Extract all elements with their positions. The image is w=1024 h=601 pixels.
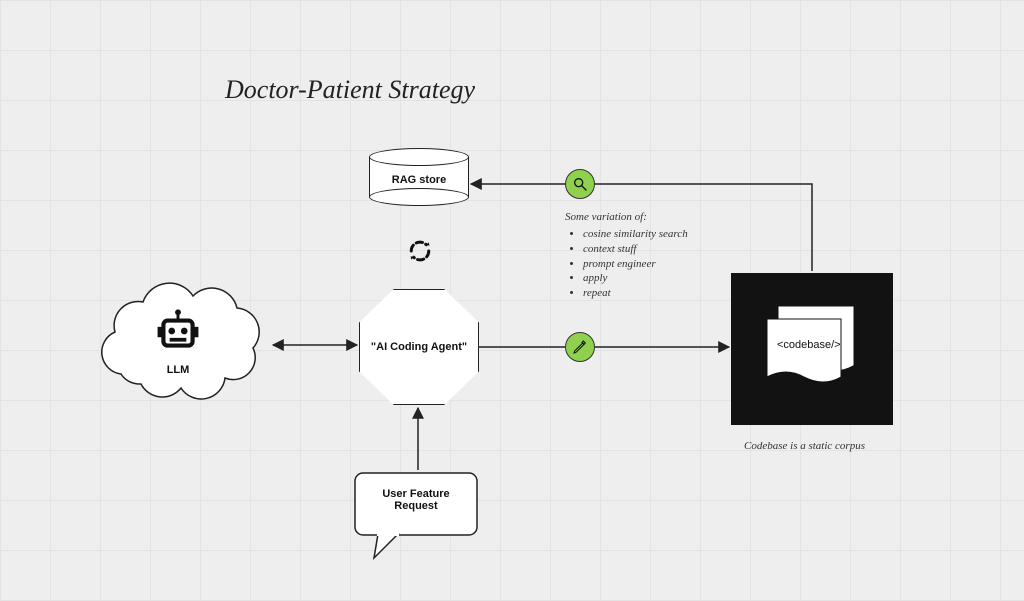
node-rag: RAG store (369, 148, 469, 206)
magnifier-icon (572, 176, 588, 192)
annotation-header: Some variation of: (565, 210, 688, 225)
pencil-icon (572, 339, 588, 355)
annotation-item: cosine similarity search (583, 227, 688, 242)
node-user-request: User Feature Request (354, 472, 478, 562)
rag-label: RAG store (369, 174, 469, 186)
codebase-caption: Codebase is a static corpus (744, 440, 865, 452)
annotation-item: repeat (583, 286, 688, 301)
node-agent: "AI Coding Agent" (359, 289, 479, 405)
cycle-icon (405, 236, 435, 266)
annotation-item: prompt engineer (583, 257, 688, 272)
edit-badge (565, 332, 595, 362)
node-codebase: <codebase/> (731, 273, 893, 425)
annotation-block: Some variation of: cosine similarity sea… (565, 210, 688, 301)
diagram-title: Doctor-Patient Strategy (225, 75, 475, 105)
search-badge (565, 169, 595, 199)
node-llm: LLM (87, 278, 269, 406)
annotation-item: context stuff (583, 242, 688, 257)
robot-icon (153, 306, 203, 356)
user-request-label: User Feature Request (362, 488, 470, 512)
agent-label: "AI Coding Agent" (365, 341, 473, 353)
annotation-item: apply (583, 271, 688, 286)
annotation-list: cosine similarity search context stuff p… (583, 227, 688, 301)
llm-label: LLM (87, 364, 269, 376)
codebase-tag: <codebase/> (777, 339, 841, 351)
diagram-stage: Doctor-Patient Strategy LLM RAG store (0, 0, 1024, 601)
